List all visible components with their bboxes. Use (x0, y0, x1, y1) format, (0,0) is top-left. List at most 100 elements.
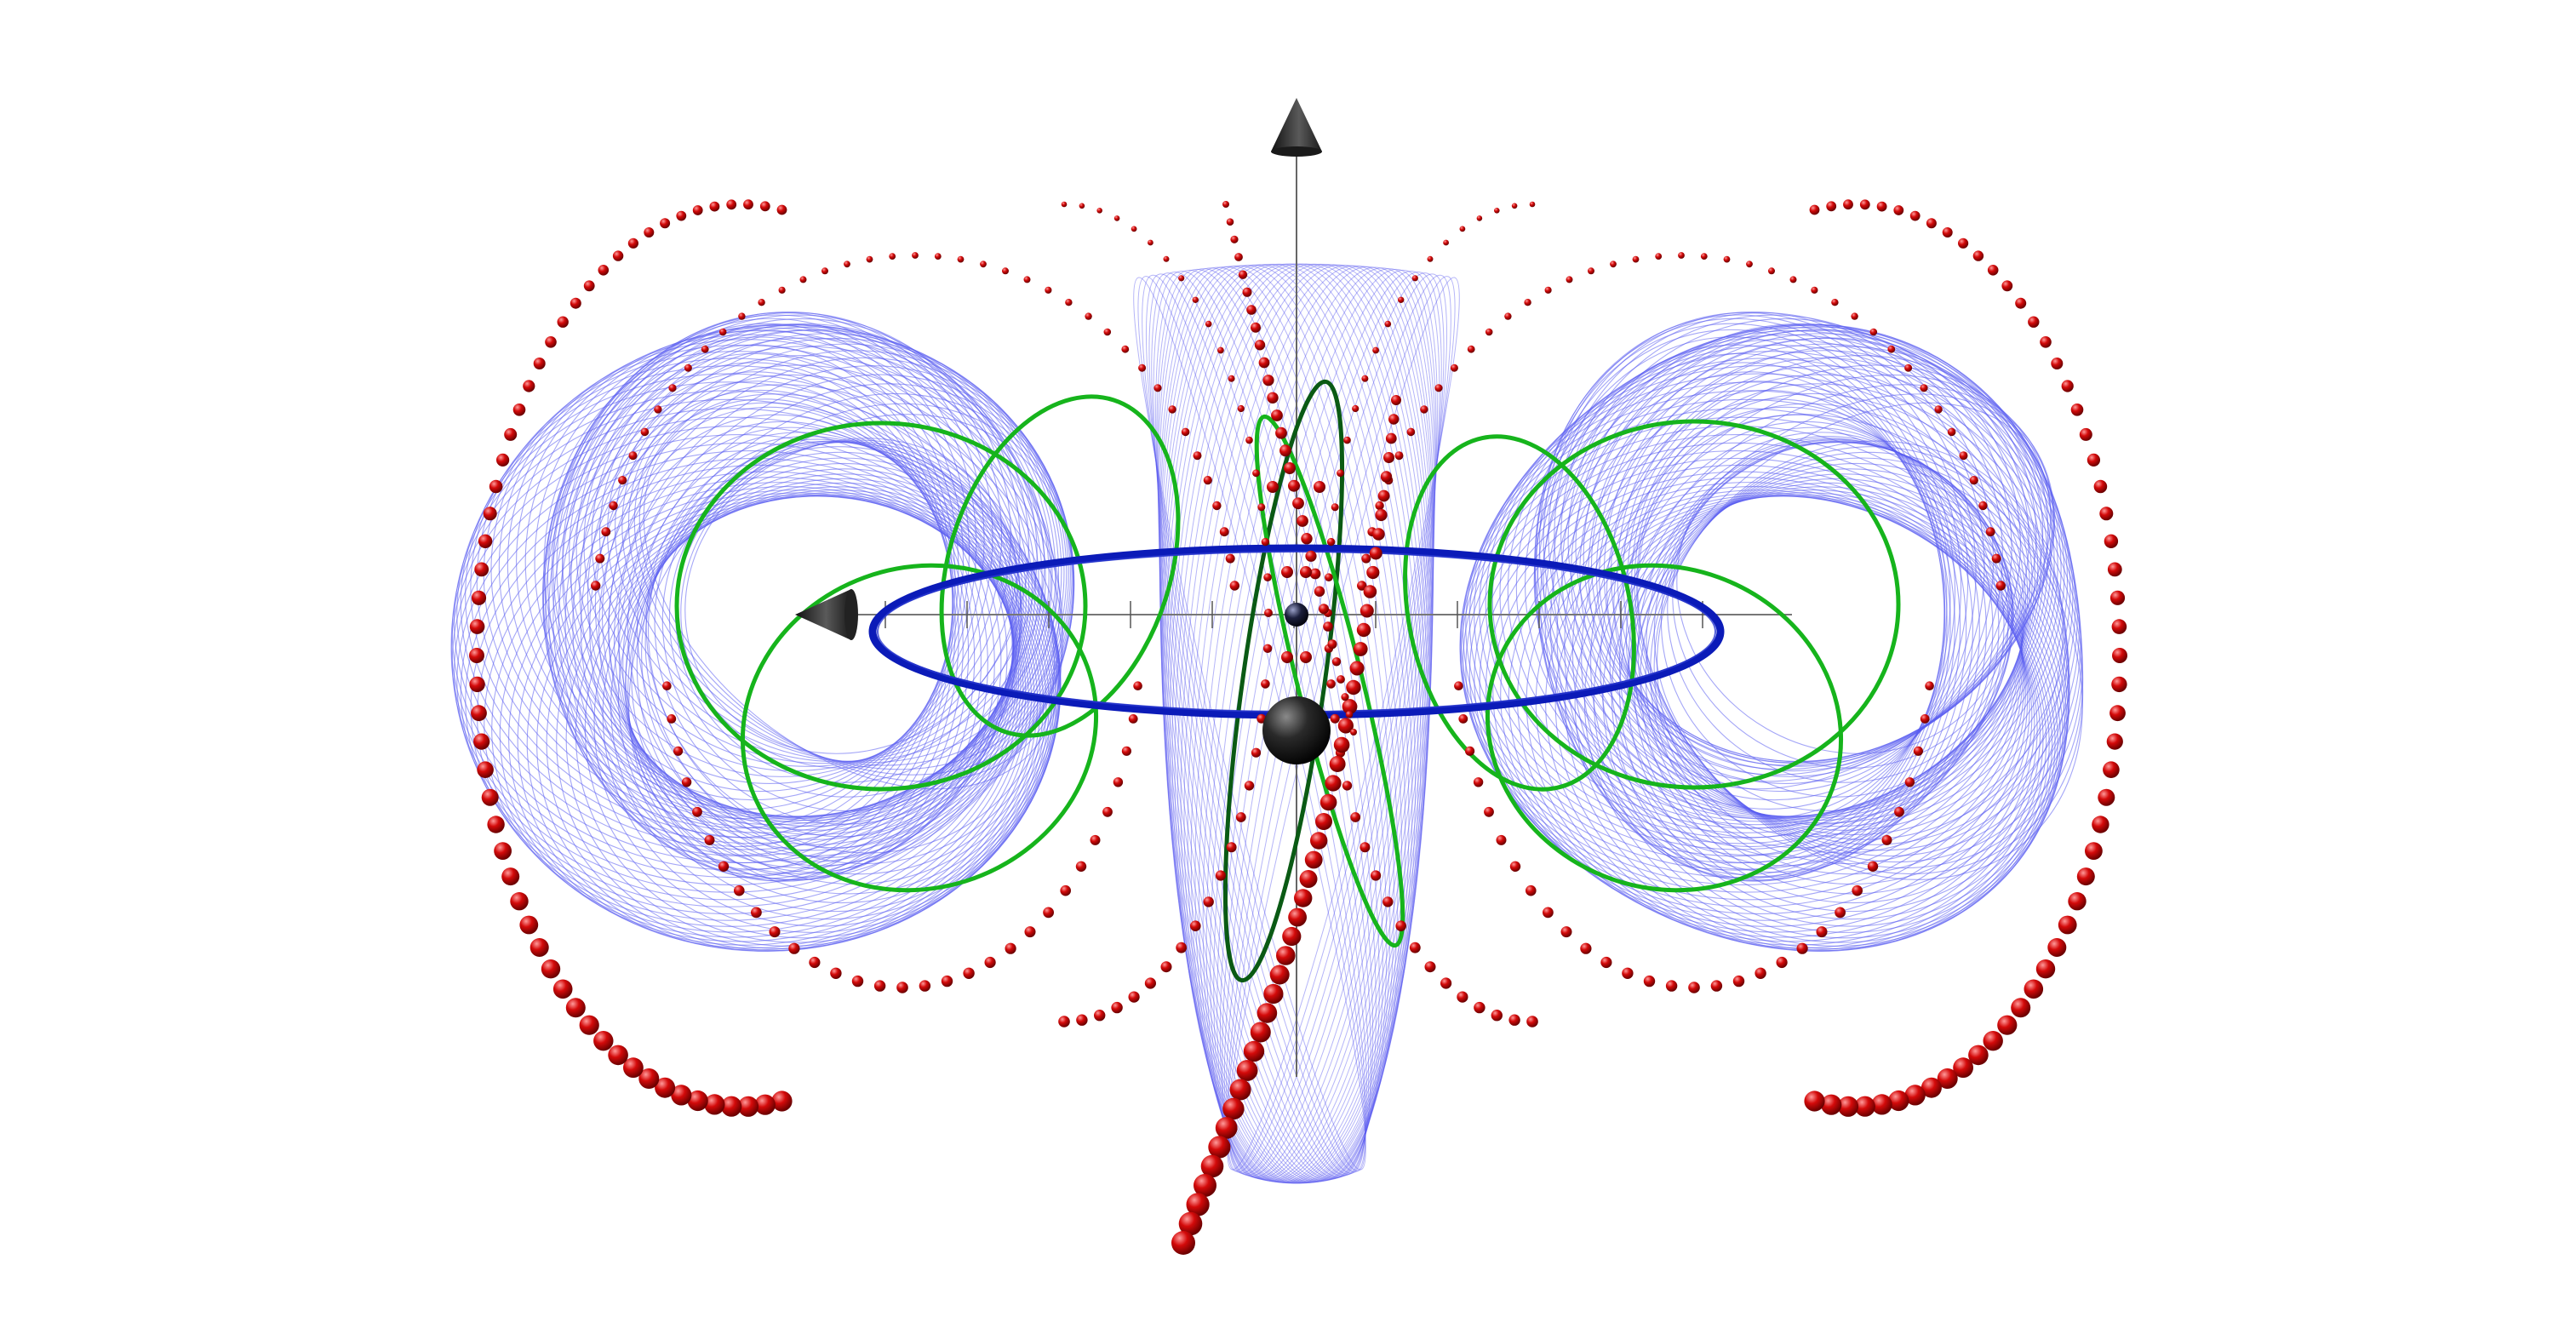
red-bead (471, 705, 487, 722)
red-bead (512, 404, 526, 416)
red-bead (1352, 404, 1360, 413)
red-bead (1345, 711, 1354, 718)
red-bead (769, 926, 781, 938)
red-bead (692, 806, 702, 817)
red-bead (2106, 733, 2123, 750)
mesh-line (1474, 457, 2029, 921)
red-bead (2068, 892, 2087, 911)
red-bead (919, 980, 931, 992)
red-bead (673, 746, 684, 756)
red-bead (1153, 384, 1162, 392)
mesh-line (544, 318, 970, 820)
mesh-line (1169, 263, 1426, 1184)
red-bead (2070, 404, 2084, 416)
red-bead (1454, 681, 1463, 690)
red-bead (1269, 965, 1290, 985)
field-loop (1485, 563, 1844, 893)
red-bead (1821, 1094, 1842, 1115)
red-bead (1319, 604, 1329, 615)
red-bead (1427, 255, 1434, 262)
red-bead (1212, 501, 1222, 511)
red-bead (1138, 363, 1147, 372)
red-bead (1375, 508, 1388, 522)
red-bead (1128, 714, 1138, 724)
red-bead (1002, 267, 1009, 275)
red-bead (1566, 276, 1573, 283)
red-bead (1263, 983, 1284, 1005)
red-bead (1458, 714, 1468, 724)
red-bead (601, 527, 611, 537)
red-bead (2011, 998, 2031, 1018)
red-bead (1920, 714, 1930, 724)
red-bead (1192, 296, 1199, 303)
red-bead (662, 681, 672, 690)
red-bead (1076, 1014, 1088, 1026)
mesh-line (1508, 486, 2041, 946)
red-bead (754, 1094, 776, 1115)
mesh-line (558, 371, 956, 875)
red-bead (655, 1077, 676, 1098)
red-bead (1655, 253, 1663, 260)
red-bead (963, 967, 975, 980)
field-loop (1487, 419, 1901, 790)
red-bead (487, 816, 505, 833)
red-bead (1588, 267, 1594, 275)
red-bead (2112, 648, 2127, 663)
red-bead (776, 204, 787, 215)
red-bead (1113, 215, 1120, 221)
red-bead (1226, 218, 1234, 226)
mesh-line (1627, 374, 2082, 857)
mesh-line (1567, 318, 2012, 772)
red-bead (2047, 938, 2067, 957)
red-bead (1723, 255, 1731, 263)
red-bead (718, 328, 727, 336)
red-bead (1440, 977, 1452, 989)
red-bead (2093, 479, 2108, 494)
red-bead (628, 451, 638, 461)
mesh-line (569, 314, 1011, 777)
axis-arrowhead-left (795, 589, 858, 640)
red-bead (1985, 527, 1995, 537)
red-bead (1190, 920, 1201, 931)
red-bead (1245, 436, 1253, 444)
red-bead (671, 1085, 692, 1106)
mesh-line (625, 392, 1075, 869)
mesh-line (1533, 329, 1951, 839)
red-bead (1163, 255, 1170, 262)
red-bead (504, 427, 518, 441)
red-bead (1263, 573, 1272, 581)
red-bead (1925, 681, 1934, 690)
red-bead (1299, 870, 1318, 888)
mesh-line (1631, 383, 2083, 863)
red-bead (1947, 427, 1956, 437)
red-bead (1881, 834, 1892, 845)
red-bead (1395, 920, 1406, 931)
red-bead (1337, 675, 1345, 684)
mesh-line (1165, 263, 1422, 1184)
red-bead (1261, 537, 1270, 547)
red-bead (1262, 644, 1273, 653)
red-bead (510, 892, 529, 911)
red-bead (523, 380, 535, 392)
red-bead (1045, 286, 1052, 294)
red-bead (778, 286, 786, 294)
red-point-chains (469, 199, 2127, 1255)
red-bead (721, 1096, 742, 1117)
red-bead (1079, 203, 1085, 209)
red-bead (545, 336, 557, 348)
red-bead (469, 619, 485, 634)
mesh-line (456, 381, 1016, 857)
red-bead (1222, 1097, 1245, 1120)
red-bead (1816, 926, 1828, 938)
mesh-line (1622, 365, 2081, 851)
red-bead (1200, 1154, 1224, 1178)
red-bead (1360, 604, 1374, 618)
red-bead (478, 534, 493, 548)
mesh-line (1637, 438, 2005, 838)
red-bead (1346, 679, 1361, 695)
mesh-line (1628, 436, 2000, 849)
mesh-line (643, 402, 1060, 790)
red-bead (934, 253, 942, 260)
red-bead (1103, 328, 1112, 336)
